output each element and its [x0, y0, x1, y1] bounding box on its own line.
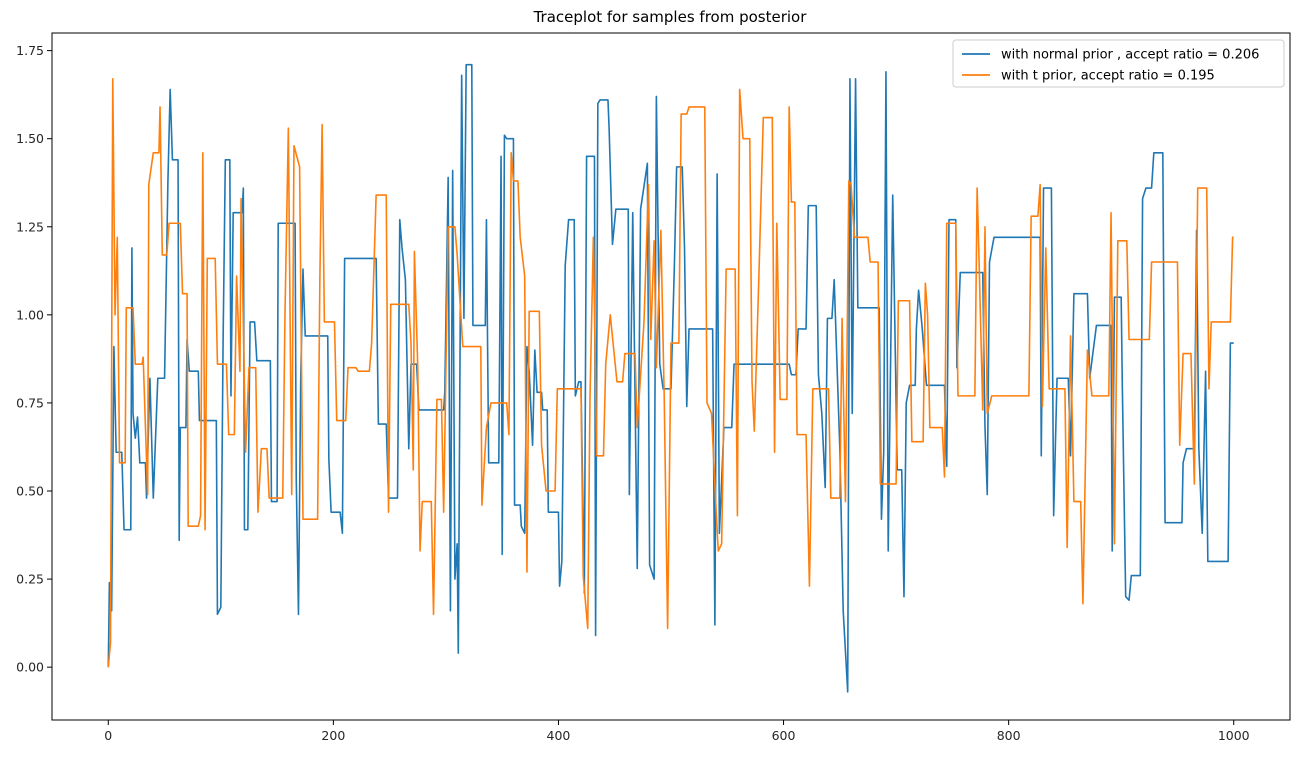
series-line-2 [107, 78, 1234, 668]
legend-label-2: with t prior, accept ratio = 0.195 [1001, 69, 1215, 84]
y-tick-label: 1.50 [16, 131, 44, 146]
y-tick-label: 1.75 [16, 43, 44, 58]
x-tick-label: 400 [547, 728, 571, 743]
legend-box [952, 39, 1285, 88]
y-tick-label: 0.50 [16, 484, 44, 499]
plot-area [107, 63, 1234, 693]
x-tick-label: 800 [997, 728, 1021, 743]
y-tick-label: 0.00 [16, 660, 44, 675]
x-tick-label: 200 [321, 728, 345, 743]
x-tick-label: 0 [104, 728, 112, 743]
x-axis: 0 200 400 600 800 1000 [104, 720, 1250, 743]
plot-frame [51, 32, 1291, 721]
y-tick-label: 1.00 [16, 307, 44, 322]
y-axis: 0.00 0.25 0.50 0.75 1.00 1.25 1.50 1.75 [16, 43, 52, 675]
x-tick-label: 1000 [1218, 728, 1250, 743]
y-tick-label: 0.75 [16, 395, 44, 410]
legend-label-1: with normal prior , accept ratio = 0.206 [1001, 48, 1259, 63]
y-tick-label: 0.25 [16, 572, 44, 587]
legend: with normal prior , accept ratio = 0.206… [952, 39, 1285, 88]
x-tick-label: 600 [772, 728, 796, 743]
y-tick-label: 1.25 [16, 219, 44, 234]
chart-title: Traceplot for samples from posterior [533, 8, 808, 26]
